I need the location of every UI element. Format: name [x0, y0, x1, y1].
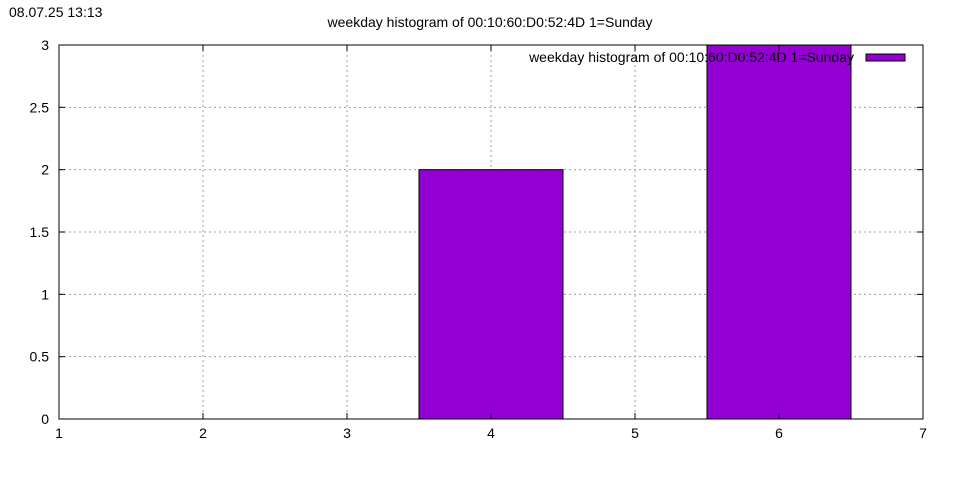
axis-ticks: 1 2 3 4 5 6 7 0 0.5 1 1.5 2 2.5 3: [30, 37, 928, 441]
x-tick-label: 5: [631, 425, 639, 441]
x-tick-label: 6: [775, 425, 783, 441]
y-tick-label: 1: [41, 286, 49, 302]
legend: weekday histogram of 00:10:60:D0:52:4D 1…: [528, 49, 906, 65]
x-tick-label: 2: [199, 425, 207, 441]
x-tick-label: 7: [919, 425, 927, 441]
x-tick-label: 3: [343, 425, 351, 441]
y-tick-label: 2.5: [30, 99, 50, 115]
legend-swatch: [865, 53, 906, 62]
chart-title: weekday histogram of 00:10:60:D0:52:4D 1…: [327, 14, 653, 30]
y-tick-label: 0: [41, 411, 49, 427]
timestamp: 08.07.25 13:13: [9, 4, 103, 20]
x-tick-label: 1: [55, 425, 63, 441]
y-tick-label: 0.5: [30, 349, 50, 365]
x-tick-label: 4: [487, 425, 495, 441]
y-tick-label: 3: [41, 37, 49, 53]
y-tick-label: 2: [41, 162, 49, 178]
legend-label: weekday histogram of 00:10:60:D0:52:4D 1…: [528, 49, 854, 65]
histogram-bar: [418, 169, 564, 420]
y-tick-label: 1.5: [30, 224, 50, 240]
histogram-bar: [706, 44, 852, 420]
